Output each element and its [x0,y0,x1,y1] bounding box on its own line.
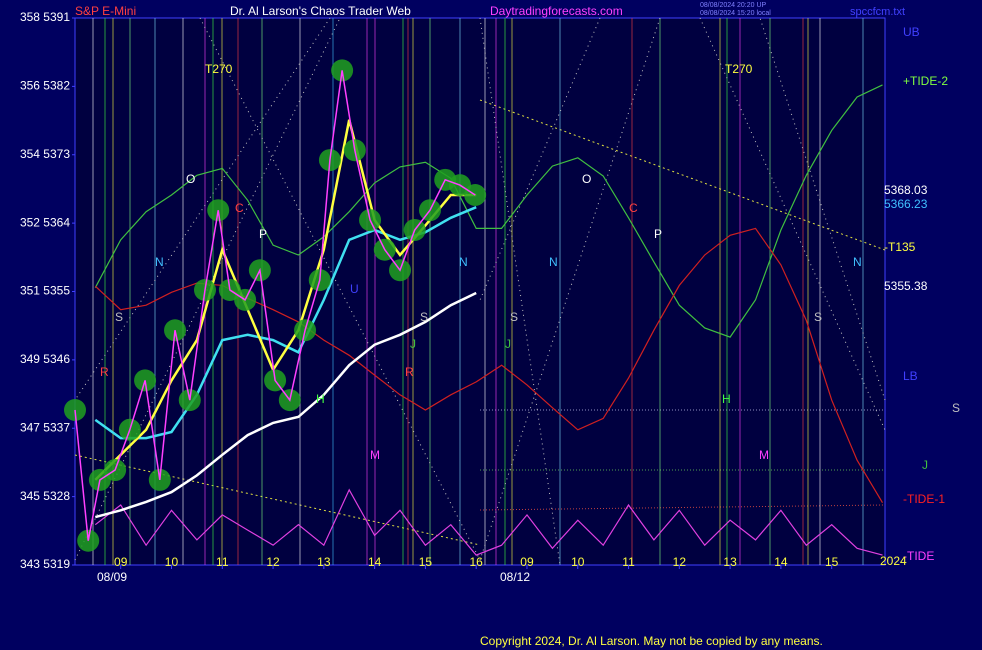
right-label: J [922,458,928,472]
instrument: S&P E-Mini [75,4,136,18]
annotation: N [853,255,862,269]
right-label: 2024 [880,554,907,568]
annotation: M [759,448,769,462]
x-tick-label: 12 [673,555,687,569]
annotation: M [370,448,380,462]
right-label: -TIDE [903,549,934,563]
annotation: T270 [205,62,233,76]
x-tick-label: 11 [216,555,229,569]
annotation: J [410,337,416,351]
fan-line [699,17,886,431]
x-tick-label: 11 [622,555,635,569]
annotation: J [505,337,511,351]
annotation: N [549,255,558,269]
annotation: O [186,172,195,186]
copyright: Copyright 2024, Dr. Al Larson. May not b… [480,634,823,648]
x-tick-label: 15 [825,555,839,569]
right-label: UB [903,25,920,39]
annotation: P [654,227,662,241]
y-tick-label: 358 5391 [20,10,70,24]
y-tick-label: 352 5364 [20,215,70,229]
price-line [74,70,476,541]
annotation: R [405,365,414,379]
right-label: +TIDE-2 [903,74,948,88]
fan-line [479,17,561,566]
annotation: S [115,310,123,324]
title: Dr. Al Larson's Chaos Trader Web [230,4,411,18]
x-tick-label: 13 [317,555,331,569]
annotation: T270 [725,62,753,76]
fan-line [199,17,481,561]
fan-line [479,17,601,301]
x-tick-label: 14 [774,555,788,569]
annotation: S [420,310,428,324]
right-label: -TIDE-1 [903,492,945,506]
x-tick-label: 13 [723,555,737,569]
annotation: R [100,365,109,379]
right-label: 5368.03 [884,183,928,197]
x-tick-label: 12 [266,555,280,569]
annotation: H [722,392,731,406]
x-tick-label: 14 [368,555,382,569]
fan-line [759,17,886,401]
y-tick-label: 349 5346 [20,352,70,366]
annotation: N [155,255,164,269]
annotation: N [459,255,468,269]
annotation: O [582,172,591,186]
x-tick-label: 10 [571,555,585,569]
right-label: LB [903,369,918,383]
annotation: U [350,282,359,296]
y-tick-label: 351 5355 [20,284,70,298]
x-tick-label: 16 [470,555,484,569]
series-line [94,84,883,338]
date-label: 08/09 [97,570,127,584]
series-line [94,488,883,556]
x-tick-label: 10 [165,555,179,569]
x-tick-label: 09 [114,555,128,569]
stamp: 08/08/2024 20:20 UP [700,2,766,9]
annotation: S [510,310,518,324]
y-tick-label: 354 5373 [20,147,70,161]
x-tick-label: 15 [419,555,433,569]
annotation: H [316,392,325,406]
x-tick-label: 09 [520,555,534,569]
stamp: 08/08/2024 15:20 local [700,10,771,17]
right-label: S [952,401,960,415]
fan-line [479,17,661,561]
right-label: 5366.23 [884,197,928,211]
annotation: P [259,227,267,241]
annotation: S [814,310,822,324]
trend-line [479,99,886,251]
annotation: C [235,201,244,215]
y-tick-label: 345 5328 [20,489,70,503]
y-tick-label: 356 5382 [20,79,70,93]
y-tick-label: 343 5319 [20,557,70,571]
y-tick-label: 347 5337 [20,420,70,434]
right-label: 5355.38 [884,279,928,293]
annotation: C [629,201,638,215]
date-label: 08/12 [500,570,530,584]
right-label: -T135 [884,240,916,254]
file-name: spccfcm.txt [850,6,905,18]
series-line [94,291,477,519]
site: Daytradingforecasts.com [490,4,623,18]
